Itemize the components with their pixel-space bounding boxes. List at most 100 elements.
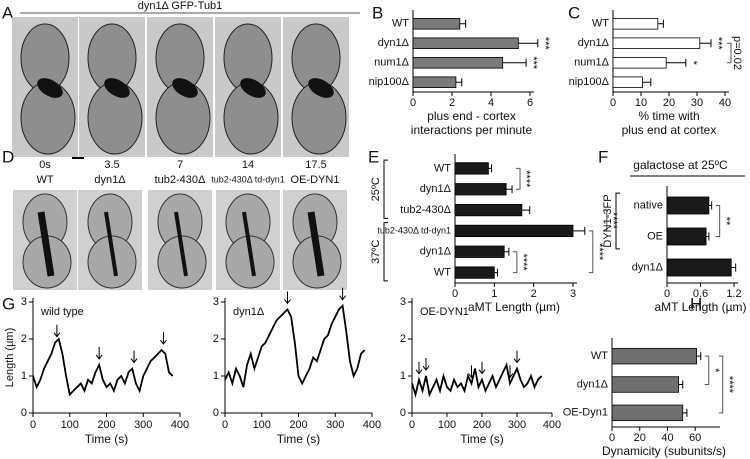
- bracket: [512, 251, 518, 274]
- strain-label: tub2-430Δ: [155, 174, 206, 186]
- x-axis-label: % time with: [638, 109, 699, 123]
- arrow: [468, 365, 475, 379]
- significance: ***: [712, 37, 724, 51]
- trace-label: wild type: [40, 306, 84, 318]
- error-bar: [708, 201, 713, 210]
- x-tick-label: 0: [664, 288, 670, 300]
- microtubule: [242, 211, 256, 277]
- bar: [454, 203, 523, 217]
- bar: [611, 376, 679, 393]
- panel-letter: F: [598, 147, 608, 166]
- annotation: *: [709, 368, 721, 373]
- bar: [454, 266, 495, 279]
- strain-label: OE-DYN1: [291, 174, 340, 186]
- x-tick-label: 100: [253, 419, 271, 431]
- error-bar: [504, 247, 510, 256]
- bracket: [588, 230, 594, 274]
- x-tick-label: 300: [134, 419, 152, 431]
- bar: [454, 183, 507, 196]
- x-axis-label: plus end - cortex: [427, 109, 516, 123]
- y-tick-label: 1: [21, 370, 27, 382]
- x-tick-label: 0: [409, 419, 415, 431]
- annotation: ****: [593, 243, 605, 261]
- x-tick-label: 30: [691, 97, 703, 109]
- group-bracket: [383, 222, 388, 282]
- microtubule: [174, 211, 188, 277]
- category-label: dyn1Δ: [378, 37, 410, 49]
- bracket: [516, 167, 521, 190]
- error-bar: [518, 39, 539, 48]
- x-tick-label: 0: [410, 97, 416, 109]
- error-bar: [642, 78, 652, 87]
- bar: [611, 347, 697, 365]
- error-bar: [731, 263, 737, 272]
- category-label: dyn1Δ: [578, 37, 610, 49]
- x-tick-label: 0: [452, 288, 458, 300]
- x-tick-label: 300: [508, 419, 526, 431]
- strain-label: tub2-430Δ td-dyn1: [211, 174, 285, 184]
- category-label: native: [634, 199, 663, 211]
- strain-label: WT: [36, 174, 53, 186]
- x-tick-label: 2: [531, 288, 537, 300]
- error-bar: [521, 206, 531, 215]
- x-tick-label: 2: [449, 97, 455, 109]
- x-axis-label: Dynamicity (subunits/s): [602, 444, 726, 458]
- error-bar: [699, 39, 712, 48]
- x-axis-label: aMT Length (µm): [654, 300, 746, 314]
- significance: ***: [527, 56, 539, 70]
- error-bar: [502, 58, 527, 67]
- error-bar: [455, 78, 463, 87]
- group-label: 37ºC: [370, 240, 382, 264]
- panel-letter: B: [372, 3, 383, 22]
- panel-letter: G: [2, 294, 15, 313]
- error-bar: [666, 58, 687, 67]
- bracket: [727, 42, 732, 64]
- spindle: [240, 78, 266, 98]
- time-label: 17.5: [305, 159, 326, 171]
- panel-letter: H: [690, 294, 702, 313]
- bar: [612, 76, 643, 89]
- bar: [611, 404, 684, 422]
- x-tick-label: 200: [289, 419, 307, 431]
- y-axis-label: Length (µm): [4, 328, 16, 388]
- spindle: [308, 78, 334, 98]
- x-tick-label: 0.6: [693, 288, 708, 300]
- bar: [412, 56, 504, 69]
- spindle: [104, 78, 130, 98]
- bar: [666, 196, 710, 215]
- category-label: OE: [647, 230, 663, 242]
- error-bar: [696, 352, 702, 361]
- bar: [454, 245, 505, 258]
- x-tick-label: 20: [634, 432, 646, 444]
- x-tick-label: 300: [326, 419, 344, 431]
- x-tick-label: 200: [97, 419, 115, 431]
- bar: [612, 37, 701, 50]
- annotation: ****: [723, 376, 735, 394]
- group-label: DYN1-3FP: [602, 194, 614, 247]
- bar: [666, 258, 732, 277]
- x-axis-label: Time (s): [277, 432, 321, 446]
- arrow: [130, 350, 138, 364]
- x-tick-label: 0: [610, 97, 616, 109]
- panel-letter: A: [2, 3, 14, 22]
- strain-label: dyn1Δ: [94, 174, 126, 186]
- category-label: num1Δ: [374, 57, 410, 69]
- bar: [612, 17, 659, 30]
- group-label: 25ºC: [370, 177, 382, 201]
- y-tick-label: 2: [213, 333, 219, 345]
- category-label: tub2-430Δ: [400, 204, 451, 216]
- trace: [411, 362, 543, 398]
- x-tick-label: 0: [609, 432, 615, 444]
- category-label: nip100Δ: [369, 76, 410, 88]
- trace: [32, 337, 174, 397]
- trace-label: OE-DYN1: [420, 306, 469, 318]
- arrow: [478, 361, 486, 375]
- spindle: [172, 78, 198, 98]
- category-label: WT: [434, 162, 451, 174]
- error-bar: [494, 268, 498, 277]
- arrow: [506, 365, 514, 379]
- x-tick-label: 400: [543, 419, 561, 431]
- annotation: **: [720, 217, 732, 226]
- x-tick-label: 6: [527, 97, 533, 109]
- category-label: tub2-430Δ td-dyn1: [377, 225, 451, 235]
